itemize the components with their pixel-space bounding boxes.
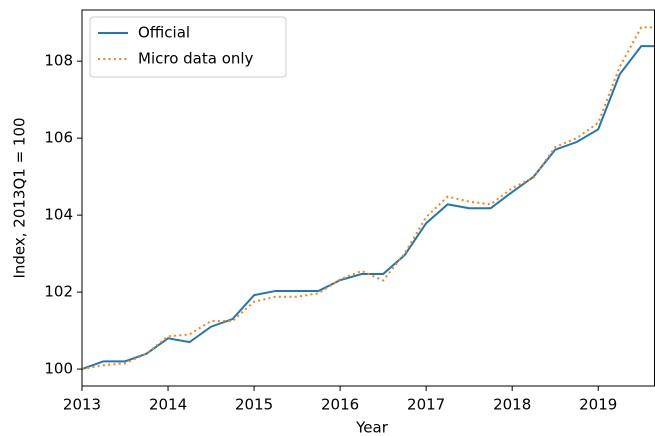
legend-label: Micro data only [138,50,254,68]
x-axis-label: Year [355,419,389,436]
legend-box [89,16,287,78]
series-line [82,26,655,371]
plot-area [82,26,655,371]
series-line [82,45,655,371]
y-axis-label: Index, 2013Q1 = 100 [11,117,29,278]
y-tick-label: 108 [44,52,73,70]
x-tick-label: 2015 [235,396,273,414]
x-tick-label: 2014 [149,396,187,414]
x-tick-label: 2013 [63,396,101,414]
y-tick-label: 102 [44,283,73,301]
x-tick-label: 2017 [407,396,445,414]
legend-label: Official [138,24,190,42]
y-tick-label: 100 [44,360,73,378]
y-tick-label: 106 [44,129,73,147]
y-tick-label: 104 [44,206,73,224]
x-tick-label: 2018 [493,396,531,414]
x-tick-label: 2019 [579,396,617,414]
x-tick-label: 2016 [321,396,359,414]
